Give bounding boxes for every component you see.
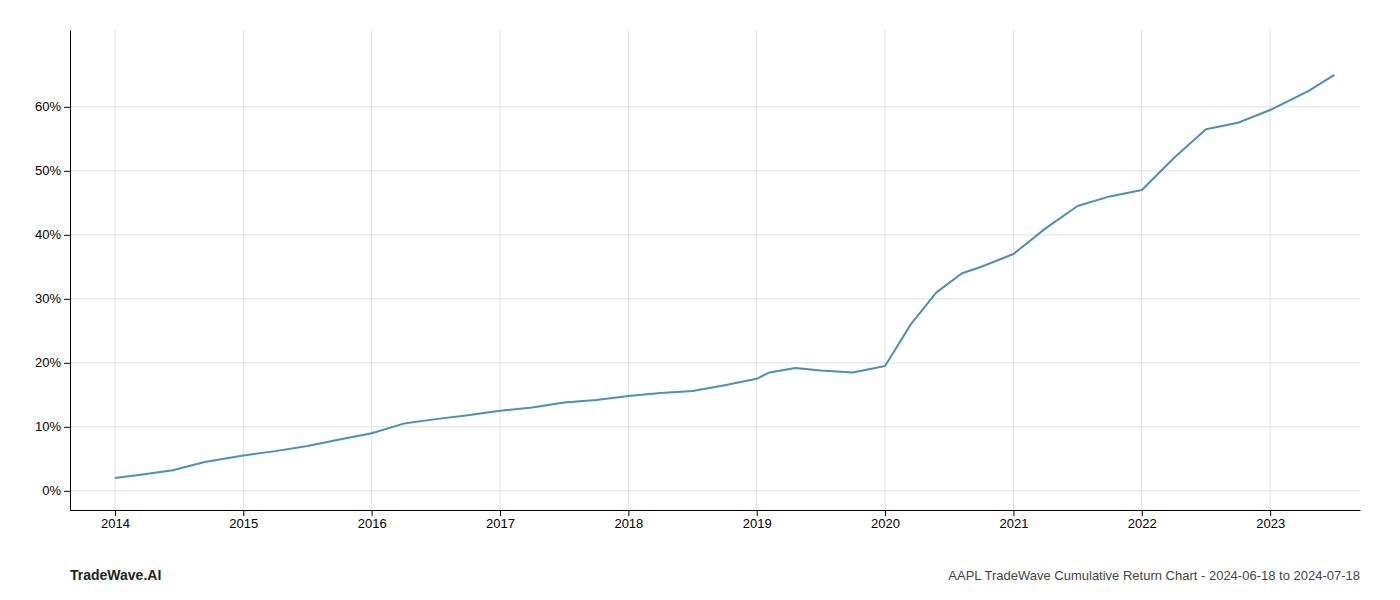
x-tick-label: 2017 [486,516,515,531]
x-tick-label: 2014 [101,516,130,531]
grid-line-y [70,106,1360,107]
x-axis: 2014 2015 2016 2017 2018 2019 2020 2021 2022 2023 [71,510,1361,531]
x-tick-mark [1142,510,1143,516]
texts: TradeWave.AI AAPL TradeWave Cumulative Re… [70,567,1360,583]
watermark: TradeWave.AI [70,567,161,583]
x-tick-mark [1270,510,1271,516]
y-tick: 30% [35,291,70,306]
x-tick: 2023 [1256,510,1285,531]
y-tick: 0% [42,483,70,498]
grid-line-y [70,490,1360,491]
x-tick: 2022 [1128,510,1157,531]
y-tick-mark [64,299,70,300]
x-tick: 2020 [871,510,900,531]
y-tick-label: 60% [35,99,61,114]
grid-line-y [70,426,1360,427]
x-tick-mark [372,510,373,516]
x-tick-mark [1013,510,1014,516]
y-tick-mark [64,235,70,236]
x-tick-label: 2021 [999,516,1028,531]
grid-line-x [628,30,629,510]
x-tick: 2019 [743,510,772,531]
x-tick: 2014 [101,510,130,531]
grid-line-x [756,30,757,510]
x-tick: 2016 [358,510,387,531]
line [115,75,1334,478]
x-tick-label: 2019 [743,516,772,531]
y-axis-line [70,31,71,511]
plot-area [115,75,1334,478]
x-tick: 2021 [999,510,1028,531]
grid-line-x [885,30,886,510]
grid-line-x [1141,30,1142,510]
y-tick-label: 0% [42,483,61,498]
y-tick-mark [64,491,70,492]
grid [70,30,1360,510]
y-tick-label: 10% [35,419,61,434]
y-tick-mark [64,363,70,364]
grid-line-x [243,30,244,510]
y-tick-mark [64,171,70,172]
x-tick-label: 2023 [1256,516,1285,531]
x-tick-label: 2016 [358,516,387,531]
y-tick-mark [64,427,70,428]
x-tick-label: 2018 [614,516,643,531]
x-tick-label: 2022 [1128,516,1157,531]
x-tick-mark [500,510,501,516]
y-tick: 20% [35,355,70,370]
grid-line-y [70,298,1360,299]
grid-line-y [70,234,1360,235]
grid-line-x [500,30,501,510]
y-tick: 10% [35,419,70,434]
y-axis: 0% 10% 20% 30% 40% 50% 60% [35,31,71,511]
y-tick-mark [64,107,70,108]
x-tick-mark [243,510,244,516]
x-axis-line [71,510,1361,511]
grid-line-x [1013,30,1014,510]
x-tick-mark [628,510,629,516]
grid-line-x [371,30,372,510]
grid-line-y [70,170,1360,171]
grid-line-x [1270,30,1271,510]
x-tick-mark [885,510,886,516]
x-tick: 2018 [614,510,643,531]
y-tick-label: 20% [35,355,61,370]
title: AAPL TradeWave Cumulative Return Chart -… [948,568,1360,583]
x-tick-mark [757,510,758,516]
x-tick: 2017 [486,510,515,531]
x-tick: 2015 [229,510,258,531]
chart: 2014 2015 2016 2017 2018 2019 2020 2021 2022 2023… [0,0,1400,600]
y-tick-label: 50% [35,163,61,178]
y-tick-label: 40% [35,227,61,242]
x-tick-label: 2020 [871,516,900,531]
y-tick: 40% [35,227,70,242]
x-tick-label: 2015 [229,516,258,531]
y-tick-label: 30% [35,291,61,306]
grid-line-x [114,30,115,510]
x-tick-mark [115,510,116,516]
y-tick: 60% [35,99,70,114]
grid-line-y [70,362,1360,363]
y-tick: 50% [35,163,70,178]
